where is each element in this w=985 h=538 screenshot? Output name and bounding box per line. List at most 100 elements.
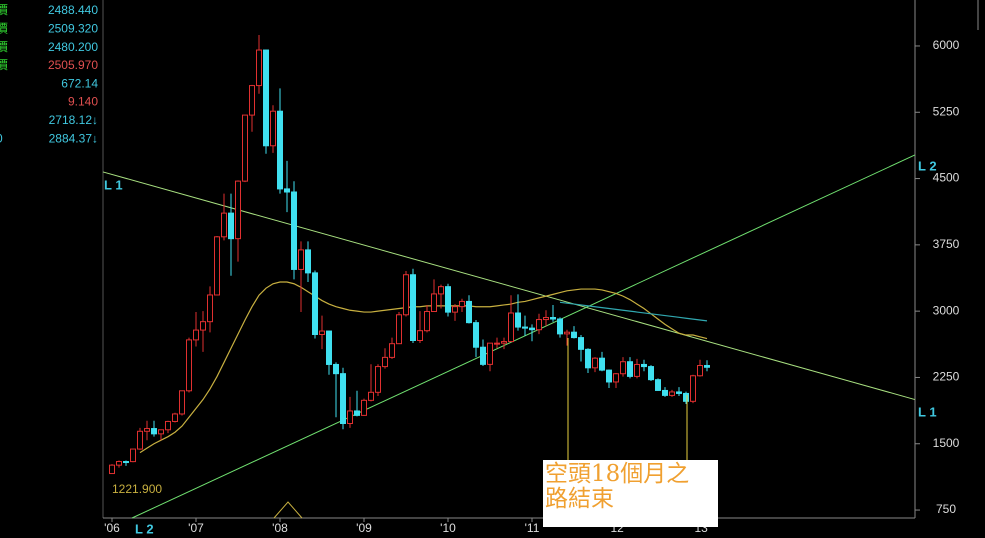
quote-value: 2488.440 (48, 3, 98, 17)
moving-average (559, 301, 708, 322)
y-tick-label: 5250 (933, 104, 960, 118)
quote-value: 2509.320 (48, 21, 98, 35)
candle-body (501, 341, 507, 344)
candle-body (116, 461, 122, 466)
candle-body (312, 272, 318, 335)
marker (273, 501, 303, 519)
candle-body (333, 363, 339, 375)
quote-label: 價 (0, 40, 8, 54)
candle-body (606, 369, 612, 383)
candle-body (662, 389, 668, 396)
x-tick-label: '09 (356, 521, 372, 535)
trendline-label: L 1 (104, 177, 123, 192)
candle-body (368, 391, 374, 401)
candle-body (277, 110, 283, 190)
candle-body (536, 319, 542, 331)
candle-body (375, 366, 381, 393)
candle-body (172, 413, 178, 422)
trendline-label: L 2 (135, 521, 154, 536)
trendline (102, 171, 916, 401)
y-tick-label: 2250 (933, 370, 960, 384)
candle-body (641, 363, 647, 368)
candle-body (424, 311, 430, 332)
candle-body (291, 191, 297, 270)
candle-body (263, 49, 269, 147)
candle-body (599, 357, 605, 371)
candle-body (347, 410, 353, 425)
candle-body (186, 339, 192, 392)
quote-value: 9.140 (68, 95, 98, 109)
candle-body (459, 300, 465, 308)
trendline-label: L 1 (918, 404, 937, 419)
candle-body (382, 356, 388, 368)
candle-body (228, 212, 234, 240)
candle-body (669, 391, 675, 396)
quote-value: 2884.37↓ (49, 131, 98, 145)
trendline (131, 154, 916, 519)
candle-body (130, 448, 136, 463)
candle-body (389, 343, 395, 358)
candle-body (242, 114, 248, 182)
quote-value: 672.14 (61, 76, 98, 90)
annotation-text: 路結束 (545, 486, 614, 512)
candle-body (158, 429, 164, 435)
x-tick-label: '06 (104, 521, 120, 535)
candle-body (256, 49, 262, 87)
y-tick-label: 3750 (933, 237, 960, 251)
candle-body (354, 410, 360, 416)
candle-body (144, 428, 150, 432)
candle-body (410, 274, 416, 342)
candle-body (445, 286, 451, 313)
candle-body (438, 286, 444, 295)
candle-body (298, 249, 304, 270)
candle-body (683, 392, 689, 402)
annotation-text: 空頭18個月之 (545, 461, 689, 487)
candle-body (403, 274, 409, 316)
quote-label: 價 (0, 21, 8, 35)
candle-body (109, 464, 115, 475)
candle-body (466, 300, 472, 324)
candle-body (123, 461, 129, 464)
quote-value: 2718.12↓ (49, 113, 98, 127)
candle-body (361, 399, 367, 416)
candle-body (655, 379, 661, 391)
moving-average (139, 281, 708, 454)
candle-body (704, 365, 710, 368)
candle-body (417, 330, 423, 342)
candle-body (515, 312, 521, 328)
candle-body (151, 428, 157, 435)
candle-body (165, 420, 171, 431)
candle-body (480, 346, 486, 365)
x-tick-label: '11 (525, 521, 540, 535)
candle-body (207, 294, 213, 323)
candle-body (508, 312, 514, 343)
quote-label: 價 (0, 3, 8, 17)
candle-body (690, 375, 696, 402)
candle-body (494, 342, 500, 345)
candle-body (529, 327, 535, 331)
candle-body (578, 337, 584, 350)
candle-body (487, 342, 493, 365)
candle-body (452, 306, 458, 313)
candle-body (697, 365, 703, 377)
candle-body (235, 180, 241, 240)
candle-body (585, 348, 591, 369)
candle-body (543, 317, 549, 321)
trendline-label: L 2 (918, 158, 937, 173)
candle-body (214, 236, 220, 296)
candle-body (431, 293, 437, 313)
candle-body (571, 331, 577, 339)
candle-body (676, 391, 682, 394)
x-tick-label: '10 (440, 521, 456, 535)
candle-body (564, 331, 570, 335)
candle-body (221, 212, 227, 238)
candle-body (550, 317, 556, 320)
candle-body (473, 322, 479, 348)
candle-body (396, 314, 402, 345)
candle-body (193, 329, 199, 341)
candle-body (319, 330, 325, 335)
candle-body (270, 110, 276, 147)
candle-body (627, 361, 633, 377)
